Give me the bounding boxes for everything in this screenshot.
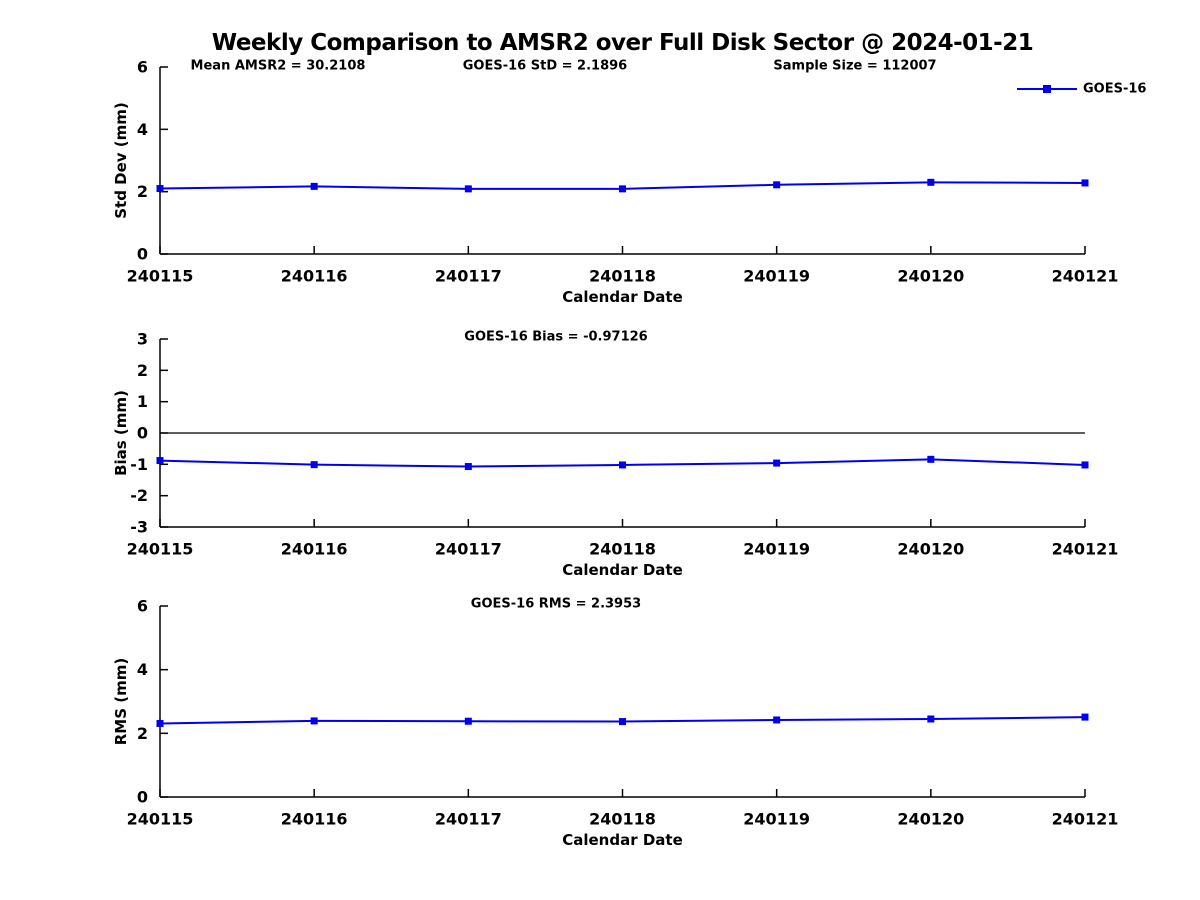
data-point-marker [773,459,781,467]
y-tick-label: 0 [137,424,148,443]
x-tick-label: 240120 [897,810,964,829]
data-point-marker [464,717,472,725]
legend-marker [1043,85,1051,93]
x-tick-label: 240116 [281,267,348,286]
x-tick-label: 240119 [743,267,810,286]
x-tick-label: 240116 [281,540,348,559]
data-point-marker [310,182,318,190]
y-tick-label: 3 [137,330,148,349]
y-tick-label: 2 [137,724,148,743]
legend-label: GOES-16 [1083,82,1146,97]
data-point-marker [464,185,472,193]
x-tick-label: 240117 [435,267,502,286]
y-tick-label: 0 [137,788,148,807]
y-tick-label: -1 [130,455,148,474]
y-tick-label: 6 [137,597,148,616]
y-axis-label: Bias (mm) [112,390,130,476]
x-tick-label: 240117 [435,540,502,559]
chart-bias: -3 -2 -1 0 1 2 3 240115 240116 240117 240118 240119… [112,330,1118,580]
y-tick-label: 2 [137,361,148,380]
y-axis-label: RMS (mm) [112,658,130,745]
y-tick-label: 1 [137,392,148,411]
data-point-marker [619,185,626,193]
data-point-marker [1081,179,1089,187]
x-tick-label: 240121 [1052,810,1119,829]
data-point-marker [310,717,318,725]
x-tick-label: 240120 [897,540,964,559]
x-axis-label: Calendar Date [562,561,683,579]
data-point-marker [156,185,164,193]
x-tick-label: 240121 [1052,267,1119,286]
data-point-marker [310,461,318,469]
x-tick-label: 240120 [897,267,964,286]
x-tick-label: 240119 [743,540,810,559]
y-tick-label: 0 [137,245,148,264]
annotation-text: GOES-16 StD = 2.1896 [463,59,627,74]
y-tick-label: 4 [137,120,148,139]
x-axis-label: Calendar Date [562,831,683,849]
data-point-marker [927,178,935,186]
annotation-text: GOES-16 Bias = -0.97126 [464,330,647,345]
data-point-marker [1081,713,1089,721]
x-tick-label: 240118 [589,810,656,829]
x-tick-label: 240121 [1052,540,1119,559]
data-point-marker [464,463,472,471]
x-tick-label: 240119 [743,810,810,829]
data-point-marker [773,716,781,724]
data-point-marker [156,457,164,465]
data-point-marker [619,718,626,726]
y-axis-label: Std Dev (mm) [112,102,130,219]
data-point-marker [1081,461,1089,469]
x-tick-label: 240115 [127,267,194,286]
y-tick-label: 2 [137,182,148,201]
y-tick-label: 6 [137,58,148,77]
annotation-text: GOES-16 RMS = 2.3953 [471,597,641,612]
x-tick-label: 240115 [127,810,194,829]
x-tick-label: 240118 [589,267,656,286]
annotation-text: Sample Size = 112007 [773,59,936,74]
x-tick-label: 240115 [127,540,194,559]
data-point-marker [156,719,164,727]
x-tick-label: 240116 [281,810,348,829]
y-tick-label: -3 [130,518,148,537]
x-axis-label: Calendar Date [562,288,683,306]
data-point-marker [927,715,935,723]
x-tick-label: 240118 [589,540,656,559]
x-tick-label: 240117 [435,810,502,829]
data-point-marker [773,181,781,189]
y-tick-label: 4 [137,660,148,679]
data-point-marker [927,455,935,463]
figure-title: Weekly Comparison to AMSR2 over Full Dis… [211,30,1034,56]
data-point-marker [619,461,626,469]
chart-std-dev: 0 2 4 6 240115 240116 240117 240118 240119 240120… [112,58,1146,307]
y-tick-label: -2 [130,486,148,505]
chart-rms: 0 2 4 6 240115 240116 240117 240118 240119 240120… [112,597,1118,850]
annotation-text: Mean AMSR2 = 30.2108 [191,59,366,74]
